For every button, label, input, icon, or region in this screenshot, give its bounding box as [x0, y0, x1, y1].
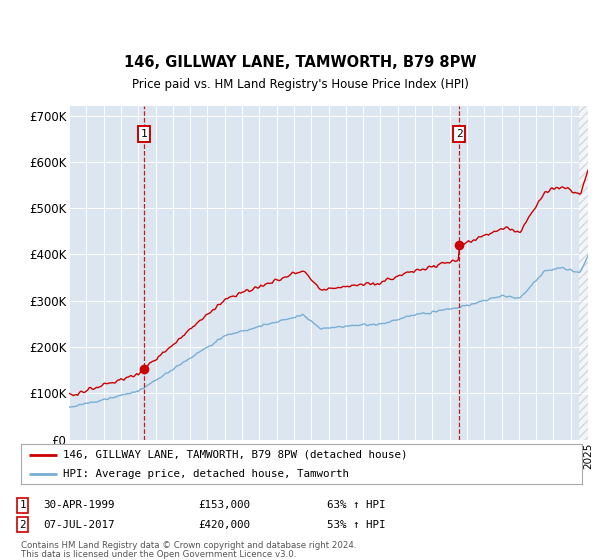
Text: £153,000: £153,000 — [198, 500, 250, 510]
Bar — [580, 106, 588, 440]
Text: 146, GILLWAY LANE, TAMWORTH, B79 8PW: 146, GILLWAY LANE, TAMWORTH, B79 8PW — [124, 55, 476, 70]
Text: 53% ↑ HPI: 53% ↑ HPI — [327, 520, 386, 530]
Text: Contains HM Land Registry data © Crown copyright and database right 2024.: Contains HM Land Registry data © Crown c… — [21, 541, 356, 550]
Text: 30-APR-1999: 30-APR-1999 — [43, 500, 115, 510]
Text: This data is licensed under the Open Government Licence v3.0.: This data is licensed under the Open Gov… — [21, 550, 296, 559]
Text: Price paid vs. HM Land Registry's House Price Index (HPI): Price paid vs. HM Land Registry's House … — [131, 78, 469, 91]
Text: £420,000: £420,000 — [198, 520, 250, 530]
Text: 1: 1 — [20, 500, 26, 510]
Text: 07-JUL-2017: 07-JUL-2017 — [43, 520, 115, 530]
Text: 63% ↑ HPI: 63% ↑ HPI — [327, 500, 386, 510]
Text: HPI: Average price, detached house, Tamworth: HPI: Average price, detached house, Tamw… — [63, 469, 349, 478]
Text: 2: 2 — [456, 129, 463, 139]
Text: 1: 1 — [140, 129, 147, 139]
Text: 146, GILLWAY LANE, TAMWORTH, B79 8PW (detached house): 146, GILLWAY LANE, TAMWORTH, B79 8PW (de… — [63, 450, 407, 460]
Text: 2: 2 — [20, 520, 26, 530]
